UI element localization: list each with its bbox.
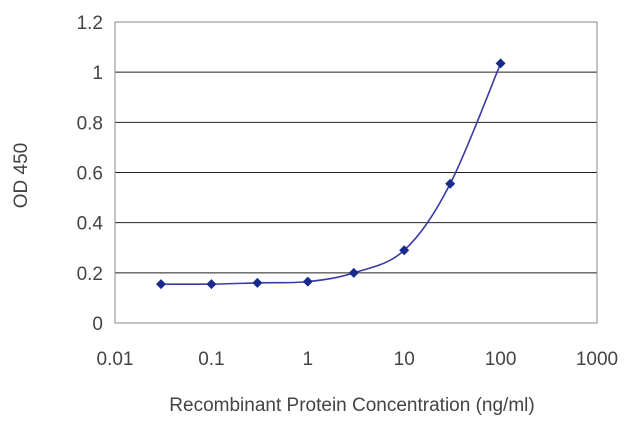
grid-lines <box>115 71 597 274</box>
y-tick-label: 0 <box>92 314 103 335</box>
y-axis-title: OD 450 <box>11 143 32 208</box>
x-tick-label: 100 <box>485 349 517 370</box>
data-point-5 <box>399 245 410 256</box>
x-axis-ticks: 0.01 0.1 1 10 100 1000 <box>97 349 619 370</box>
x-tick-label: 10 <box>394 349 415 370</box>
y-tick-label: 1.2 <box>77 13 103 34</box>
x-tick-label: 0.1 <box>198 349 224 370</box>
data-point-3 <box>302 276 313 287</box>
x-tick-label: 0.01 <box>97 349 134 370</box>
y-tick-label: 0.2 <box>77 264 103 285</box>
x-tick-label: 1000 <box>576 349 618 370</box>
y-tick-label: 0.6 <box>77 164 103 185</box>
data-point-7 <box>495 58 506 69</box>
x-axis-title: Recombinant Protein Concentration (ng/ml… <box>169 395 534 416</box>
series-line <box>160 63 502 286</box>
y-tick-label: 0.8 <box>77 113 103 134</box>
series-curve <box>160 63 502 286</box>
series-markers <box>155 58 506 290</box>
data-point-1 <box>206 279 217 290</box>
data-point-2 <box>252 277 263 288</box>
data-point-0 <box>155 279 166 290</box>
plot-area-frame <box>114 21 598 324</box>
x-tick-label: 1 <box>303 349 314 370</box>
y-tick-label: 0.4 <box>77 214 104 235</box>
data-point-6 <box>445 178 456 189</box>
y-tick-label: 1 <box>92 63 103 84</box>
y-axis-ticks: 0 0.2 0.4 0.6 0.8 1 1.2 <box>77 13 104 335</box>
data-point-4 <box>348 267 359 278</box>
